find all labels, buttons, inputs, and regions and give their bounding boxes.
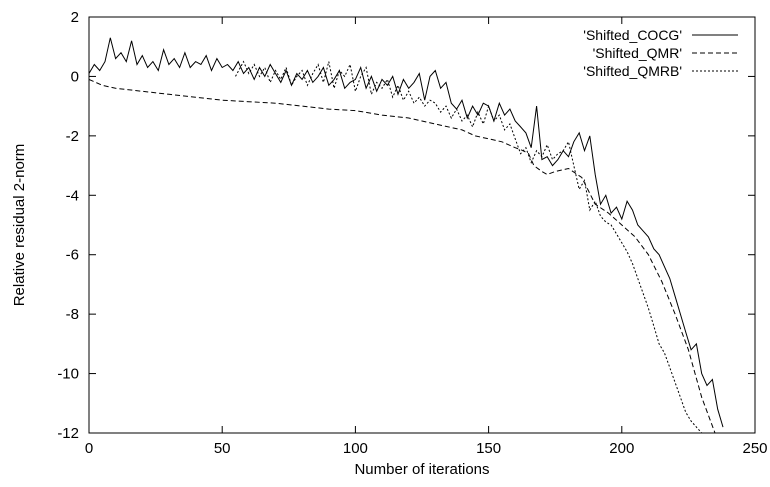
series-line-shifted-qmrb (235, 60, 713, 433)
y-tick-label: -2 (66, 128, 79, 145)
legend: 'Shifted_COCG' 'Shifted_QMR' 'Shifted_QMRB… (583, 27, 738, 79)
y-tick-label: -12 (57, 425, 79, 442)
x-tick-label: 150 (476, 440, 501, 457)
series-line-shifted-qmr (89, 78, 716, 433)
series-line-shifted-cocg (89, 37, 724, 428)
legend-label: 'Shifted_QMRB' (583, 63, 682, 79)
y-tick-label: -4 (66, 187, 79, 204)
x-tick-label: 100 (343, 440, 368, 457)
x-tick-label: 200 (609, 440, 634, 457)
legend-label: 'Shifted_COCG' (583, 27, 682, 43)
legend-label: 'Shifted_QMR' (593, 45, 682, 61)
y-tick-label: -8 (66, 306, 79, 323)
y-axis-title: Relative residual 2-norm (11, 144, 28, 307)
y-tick-label: 2 (71, 9, 79, 26)
x-axis-title: Number of iterations (354, 461, 489, 478)
x-tick-label: 250 (742, 440, 767, 457)
plot-frame (88, 16, 756, 434)
y-tick-label: 0 (71, 68, 79, 85)
x-tick-label: 50 (214, 440, 231, 457)
y-tick-label: -10 (57, 366, 79, 383)
axis-ticks: 0 50 100 150 200 250 2 0 -2 -4 -6 -8 -10 -12 (57, 9, 767, 457)
series-layer (89, 37, 724, 433)
y-tick-label: -6 (66, 247, 79, 264)
x-tick-label: 0 (85, 440, 93, 457)
